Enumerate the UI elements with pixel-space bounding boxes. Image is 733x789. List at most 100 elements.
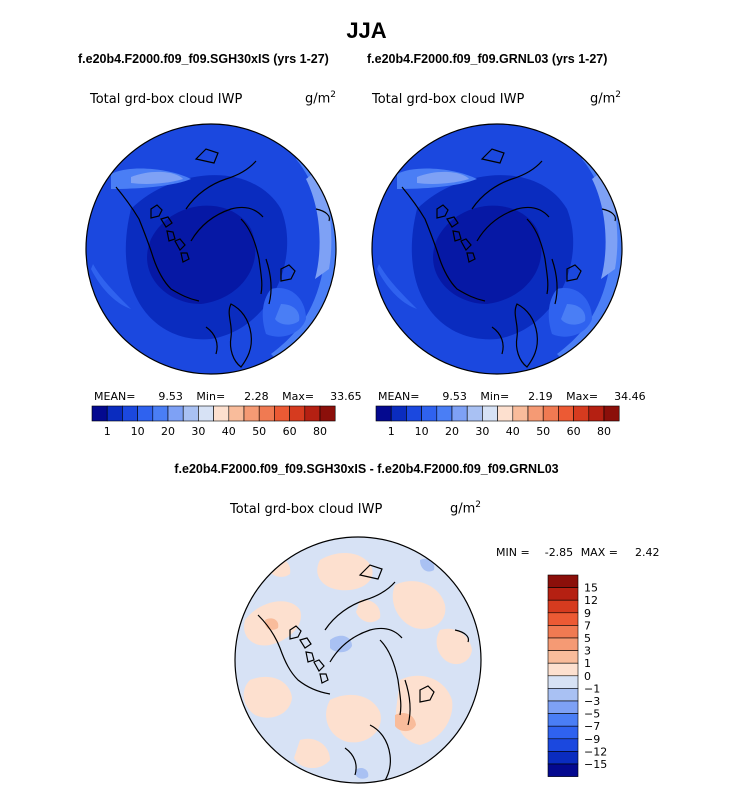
- colorbar-swatch: [547, 574, 579, 588]
- panel2-variable-title: Total grd-box cloud IWP: [372, 92, 525, 107]
- figure-title: JJA: [346, 18, 387, 43]
- colorbar-swatch: [547, 751, 579, 765]
- colorbar-swatch: [198, 405, 214, 422]
- colorbar-tick-label: 50: [252, 425, 266, 438]
- colorbar-tick-label: 60: [567, 425, 581, 438]
- colorbar-tick-label: 0: [584, 670, 591, 683]
- colorbar-tick-label: −1: [584, 682, 600, 695]
- left-case-title: f.e20b4.F2000.f09_f09.SGH30xIS (yrs 1-27…: [78, 52, 329, 66]
- colorbar-swatch: [527, 405, 544, 422]
- colorbar-swatch: [258, 405, 275, 422]
- panel1-variable-title: Total grd-box cloud IWP: [90, 92, 243, 107]
- panel2-mean-label: MEAN=: [378, 390, 420, 403]
- colorbar-swatch: [106, 405, 123, 422]
- colorbar-swatch: [482, 405, 498, 422]
- panel3-max-label: MAX =: [580, 546, 618, 559]
- colorbar-tick-label: 3: [584, 645, 591, 658]
- colorbar-swatch: [547, 713, 579, 727]
- colorbar-swatch: [542, 405, 559, 422]
- colorbar-swatch: [122, 405, 138, 422]
- colorbar-swatch: [91, 405, 108, 422]
- colorbar-tick-label: 12: [584, 594, 598, 607]
- colorbar-swatch: [167, 405, 184, 422]
- colorbar-tick-label: 80: [597, 425, 611, 438]
- panel2-mean-value: 9.53: [442, 390, 467, 403]
- colorbar-swatch: [547, 587, 579, 601]
- colorbar-swatch: [319, 405, 336, 422]
- colorbar-tick-label: −9: [584, 733, 600, 746]
- colorbar-swatch: [390, 405, 407, 422]
- panel3-min-label: MIN =: [496, 546, 530, 559]
- colorbar-tick-label: 1: [584, 657, 591, 670]
- colorbar-swatch: [603, 405, 620, 422]
- colorbar-tick-label: 30: [475, 425, 489, 438]
- colorbar-tick-label: 9: [584, 607, 591, 620]
- colorbar-tick-label: −5: [584, 708, 600, 721]
- colorbar-tick-label: −12: [584, 745, 607, 758]
- colorbar-swatch: [137, 405, 154, 422]
- colorbar-tick-label: 80: [313, 425, 327, 438]
- colorbar-swatch: [547, 612, 579, 626]
- panel1-stats: MEAN= 9.53 Min= 2.28 Max= 33.65: [94, 390, 362, 403]
- colorbar-tick-label: 60: [283, 425, 297, 438]
- colorbar-swatch: [547, 650, 579, 664]
- colorbar-swatch: [497, 405, 514, 422]
- colorbar-tick-label: −7: [584, 720, 600, 733]
- panel1-units: g/m2: [305, 90, 337, 107]
- colorbar-swatch: [547, 725, 579, 740]
- map3-boundary: [234, 536, 482, 784]
- panel2-max-value: 34.46: [614, 390, 646, 403]
- colorbar-swatch: [466, 405, 483, 422]
- colorbar-swatch: [406, 405, 422, 422]
- colorbar-swatch: [547, 688, 579, 702]
- difference-case-title: f.e20b4.F2000.f09_f09.SGH30xIS - f.e20b4…: [174, 462, 559, 476]
- colorbar-tick-label: 40: [222, 425, 236, 438]
- map3-difference-field: [235, 537, 481, 783]
- map1-boundary: [85, 123, 337, 375]
- colorbar-swatch: [547, 763, 579, 777]
- colorbar-tick-label: 30: [191, 425, 205, 438]
- panel2-units: g/m2: [590, 90, 622, 107]
- colorbar-swatch: [228, 405, 245, 422]
- colorbar-tick-label: 10: [131, 425, 145, 438]
- right-case-title: f.e20b4.F2000.f09_f09.GRNL03 (yrs 1-27): [367, 52, 608, 66]
- map2-boundary: [371, 123, 623, 375]
- map2-iwp-field: [372, 124, 622, 374]
- colorbar-tick-label: −15: [584, 758, 607, 771]
- panel2-stats: MEAN= 9.53 Min= 2.19 Max= 34.46: [378, 390, 646, 403]
- colorbar-swatch: [558, 405, 574, 422]
- panel3-stats: MIN = -2.85 MAX = 2.42: [496, 546, 659, 559]
- panel1-mean-label: MEAN=: [94, 390, 136, 403]
- colorbar-swatch: [547, 662, 579, 677]
- colorbar-tick-label: 50: [536, 425, 550, 438]
- colorbar-tick-label: 20: [445, 425, 459, 438]
- panel2-colorbar: 1 10 20 30 40 50 60 80: [375, 405, 620, 438]
- colorbar-swatch: [436, 405, 453, 422]
- colorbar-tick-label: −3: [584, 695, 600, 708]
- panel2-min-value: 2.19: [528, 390, 553, 403]
- colorbar-swatch: [547, 700, 579, 714]
- colorbar-swatch: [547, 625, 579, 639]
- panel1-max-value: 33.65: [330, 390, 362, 403]
- colorbar-swatch: [547, 637, 579, 651]
- colorbar-swatch: [304, 405, 321, 422]
- colorbar-swatch: [289, 405, 306, 422]
- colorbar-swatch: [182, 405, 199, 422]
- map1-iwp-field: [86, 124, 336, 374]
- panel1-colorbar: 1 10 20 30 40 50 60 80: [91, 405, 336, 438]
- panel3-variable-title: Total grd-box cloud IWP: [230, 502, 383, 517]
- colorbar-swatch: [588, 405, 605, 422]
- colorbar-swatch: [243, 405, 260, 422]
- colorbar-swatch: [213, 405, 230, 422]
- colorbar-swatch: [512, 405, 529, 422]
- panel3-max-value: 2.42: [634, 546, 660, 559]
- panel1-min-value: 2.28: [244, 390, 269, 403]
- panel1-max-label: Max=: [282, 390, 315, 403]
- colorbar-tick-label: 15: [584, 582, 598, 595]
- colorbar-tick-label: 1: [104, 425, 111, 438]
- colorbar-swatch: [375, 405, 392, 422]
- panel2-min-label: Min=: [480, 390, 510, 403]
- colorbar-swatch: [547, 675, 579, 689]
